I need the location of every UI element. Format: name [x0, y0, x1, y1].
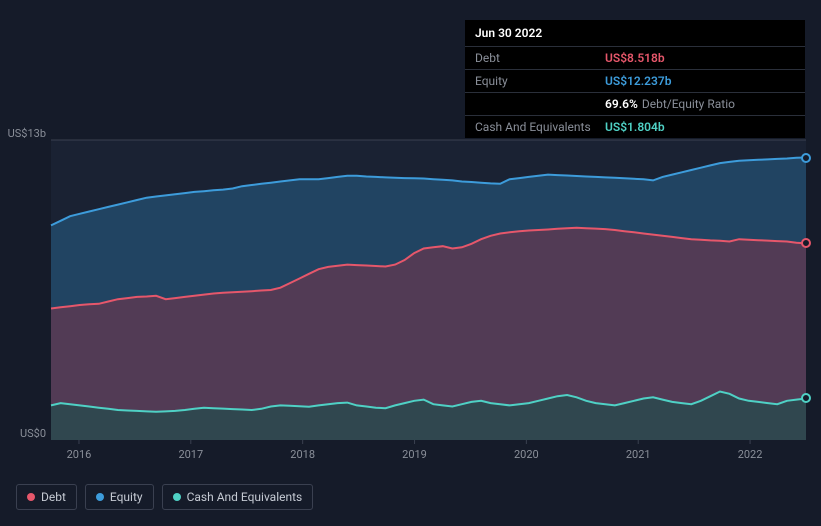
legend-swatch [27, 493, 35, 501]
chart-canvas [16, 120, 806, 465]
x-axis-tick-label: 2017 [171, 448, 211, 461]
tooltip-row-label: Debt [475, 51, 605, 65]
series-end-dot [801, 238, 811, 248]
x-axis-tick-label: 2021 [618, 448, 658, 461]
legend-item[interactable]: Debt [16, 484, 77, 510]
x-axis-tick-label: 2016 [59, 448, 99, 461]
tooltip-row-label: Equity [475, 74, 605, 88]
legend-label: Debt [41, 490, 66, 504]
legend-label: Cash And Equivalents [187, 490, 303, 504]
tooltip-row-suffix: Debt/Equity Ratio [642, 97, 735, 111]
tooltip-row: DebtUS$8.518b [465, 47, 805, 70]
legend-swatch [173, 493, 181, 501]
x-axis-tick-label: 2020 [506, 448, 546, 461]
series-end-dot [801, 393, 811, 403]
tooltip-date: Jun 30 2022 [465, 20, 805, 47]
x-axis-tick-label: 2022 [730, 448, 770, 461]
x-axis-tick-label: 2019 [395, 448, 435, 461]
chart-tooltip: Jun 30 2022 DebtUS$8.518bEquityUS$12.237… [465, 20, 805, 138]
y-axis-tick-label: US$0 [6, 427, 46, 440]
y-axis-tick-label: US$13b [6, 127, 46, 140]
series-end-dot [801, 153, 811, 163]
x-axis-tick-label: 2018 [283, 448, 323, 461]
chart-legend: Debt Equity Cash And Equivalents [16, 484, 313, 510]
tooltip-row: EquityUS$12.237b [465, 70, 805, 93]
legend-item[interactable]: Cash And Equivalents [162, 484, 314, 510]
tooltip-row-value: 69.6%Debt/Equity Ratio [605, 97, 735, 111]
legend-label: Equity [110, 490, 143, 504]
tooltip-row-label [475, 97, 605, 111]
tooltip-row-label: Cash And Equivalents [475, 120, 605, 134]
tooltip-row-value: US$1.804b [605, 120, 665, 134]
tooltip-row-value: US$12.237b [605, 74, 672, 88]
legend-item[interactable]: Equity [85, 484, 154, 510]
legend-swatch [96, 493, 104, 501]
tooltip-row: 69.6%Debt/Equity Ratio [465, 93, 805, 116]
tooltip-row: Cash And EquivalentsUS$1.804b [465, 116, 805, 138]
tooltip-row-value: US$8.518b [605, 51, 665, 65]
debt-equity-chart: US$13bUS$0 2016201720182019202020212022 [16, 120, 806, 465]
